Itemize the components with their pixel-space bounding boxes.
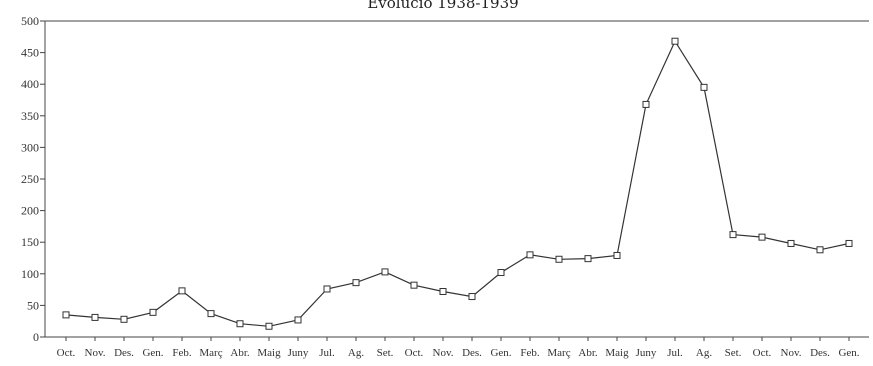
data-point-marker: [758, 233, 766, 241]
data-point-marker: [497, 269, 505, 277]
x-tick-label: Set.: [377, 347, 394, 359]
y-tick-label: 350: [21, 109, 39, 123]
data-point-marker: [642, 100, 650, 108]
data-points: [62, 37, 853, 330]
data-point-marker: [613, 251, 621, 259]
chart-title: Evolució 1938-1939: [367, 0, 518, 12]
x-tick-label: Gen.: [142, 347, 163, 359]
x-tick-label: Ag.: [348, 347, 364, 359]
x-tick-label: Març: [199, 347, 222, 359]
x-tick-label: Des.: [114, 347, 134, 359]
data-point-marker: [265, 322, 273, 330]
y-tick-label: 100: [21, 267, 39, 281]
data-point-marker: [526, 251, 534, 259]
data-point-marker: [468, 293, 476, 301]
data-point-marker: [700, 83, 708, 91]
x-tick-label: Abr.: [578, 347, 598, 359]
data-point-marker: [816, 246, 824, 254]
x-tick-label: Oct.: [57, 347, 76, 359]
data-point-marker: [787, 239, 795, 247]
y-tick-label: 0: [33, 330, 39, 344]
x-tick-label: Abr.: [230, 347, 250, 359]
x-tick-label: Maig: [605, 347, 629, 359]
data-point-marker: [352, 279, 360, 287]
y-tick-label: 450: [21, 46, 39, 60]
x-tick-label: Nov.: [433, 347, 454, 359]
data-point-marker: [91, 313, 99, 321]
x-tick-label: Feb.: [520, 347, 540, 359]
data-point-marker: [178, 287, 186, 295]
x-tick-label: Gen.: [838, 347, 859, 359]
x-tick-label: Juny: [288, 347, 309, 359]
x-tick-label: Juny: [636, 347, 657, 359]
data-point-marker: [555, 255, 563, 263]
data-point-marker: [671, 37, 679, 45]
x-tick-label: Des.: [462, 347, 482, 359]
x-tick-label: Març: [547, 347, 570, 359]
data-point-marker: [410, 281, 418, 289]
data-point-marker: [381, 268, 389, 276]
y-tick-label: 250: [21, 172, 39, 186]
y-tick-label: 200: [21, 204, 39, 218]
y-axis-ticks: 0 50 100 150 200 250 300 350 400 450 500: [21, 14, 45, 344]
x-tick-label: Gen.: [490, 347, 511, 359]
data-point-marker: [323, 285, 331, 293]
data-point-marker: [120, 315, 128, 323]
data-point-marker: [294, 316, 302, 324]
y-tick-label: 300: [21, 140, 39, 154]
x-axis-ticks: Oct. Nov. Des. Gen. Feb. Març Abr. Maig Juny Jul.…: [57, 337, 860, 359]
x-tick-label: Oct.: [405, 347, 424, 359]
data-point-marker: [236, 320, 244, 328]
series-line: [65, 39, 850, 327]
data-point-marker: [439, 287, 447, 295]
x-tick-label: Des.: [810, 347, 830, 359]
x-tick-label: Feb.: [172, 347, 192, 359]
y-tick-label: 500: [21, 14, 39, 28]
x-tick-label: Oct.: [753, 347, 772, 359]
data-point-marker: [149, 308, 157, 316]
y-tick-label: 150: [21, 235, 39, 249]
x-tick-label: Ag.: [696, 347, 712, 359]
y-tick-label: 50: [27, 298, 39, 312]
data-point-marker: [62, 311, 70, 319]
data-point-marker: [729, 231, 737, 239]
x-tick-label: Maig: [257, 347, 281, 359]
x-tick-label: Nov.: [781, 347, 802, 359]
x-tick-label: Jul.: [319, 347, 335, 359]
data-point-marker: [584, 255, 592, 263]
x-tick-label: Set.: [725, 347, 742, 359]
x-tick-label: Jul.: [667, 347, 683, 359]
y-tick-label: 400: [21, 77, 39, 91]
x-tick-label: Nov.: [85, 347, 106, 359]
data-point-marker: [845, 239, 853, 247]
data-point-marker: [207, 310, 215, 318]
